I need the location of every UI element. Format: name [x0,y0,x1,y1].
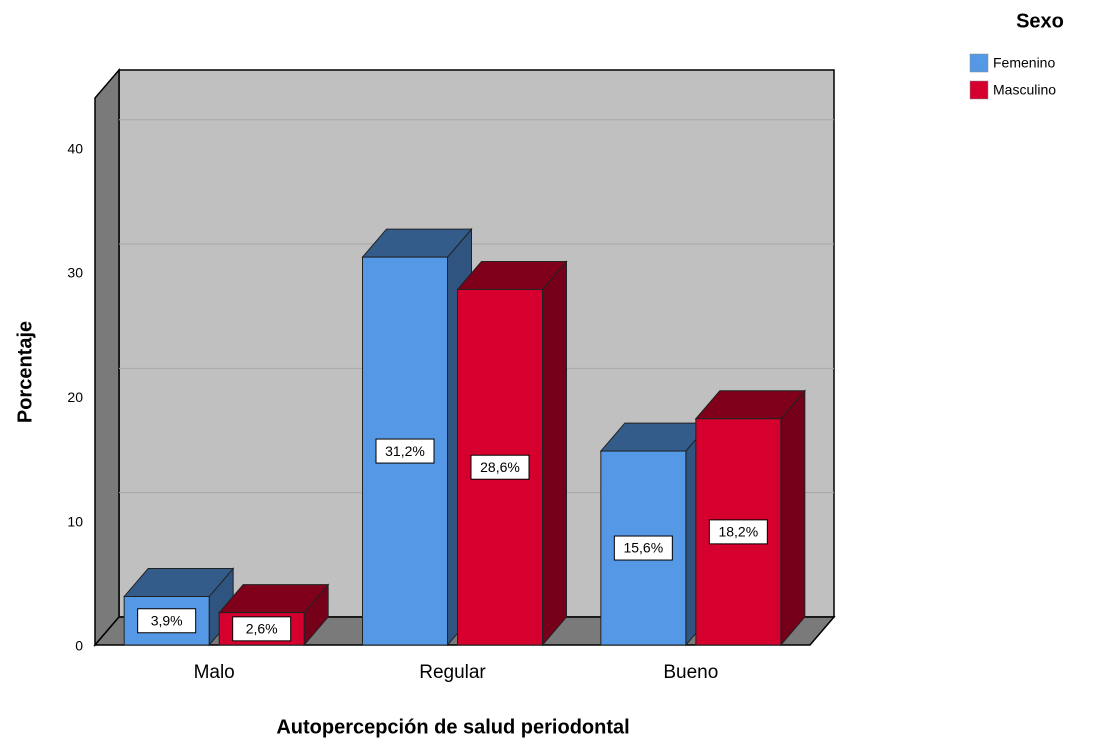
bar [361,227,473,647]
y-tick-label: 40 [67,140,83,156]
value-label-box [470,454,530,480]
value-label-box [375,438,435,464]
y-tick-label: 10 [67,513,83,529]
bar [123,567,235,647]
left-wall [94,67,120,648]
x-tick-label: Malo [194,662,235,683]
value-label: 31,2% [385,443,425,459]
y-tick-label: 20 [67,389,83,405]
x-tick-label: Regular [419,662,486,683]
legend-label: Femenino [993,55,1055,71]
y-tick-label: 0 [75,638,83,654]
value-label-box [613,535,673,561]
value-label: 2,6% [246,621,278,637]
legend-title: Sexo [1016,10,1064,32]
x-tick-label: Bueno [663,662,718,683]
value-label-box [708,519,768,545]
value-label: 3,9% [151,612,183,628]
legend-swatch [969,80,989,100]
legend-label: Masculino [993,82,1056,98]
legend-swatch [969,53,989,73]
y-tick-label: 30 [67,265,83,281]
bar-side [542,260,567,647]
value-label-box [137,608,197,634]
value-label-box [232,616,292,642]
value-label: 15,6% [623,540,663,556]
bar [694,389,806,647]
value-label: 28,6% [480,459,520,475]
value-label: 18,2% [718,524,758,540]
bar [599,421,711,647]
bar [456,260,568,647]
y-axis-title: Porcentaje [14,321,36,423]
bar-side [780,389,806,647]
x-axis-title: Autopercepción de salud periodontal [276,716,629,738]
